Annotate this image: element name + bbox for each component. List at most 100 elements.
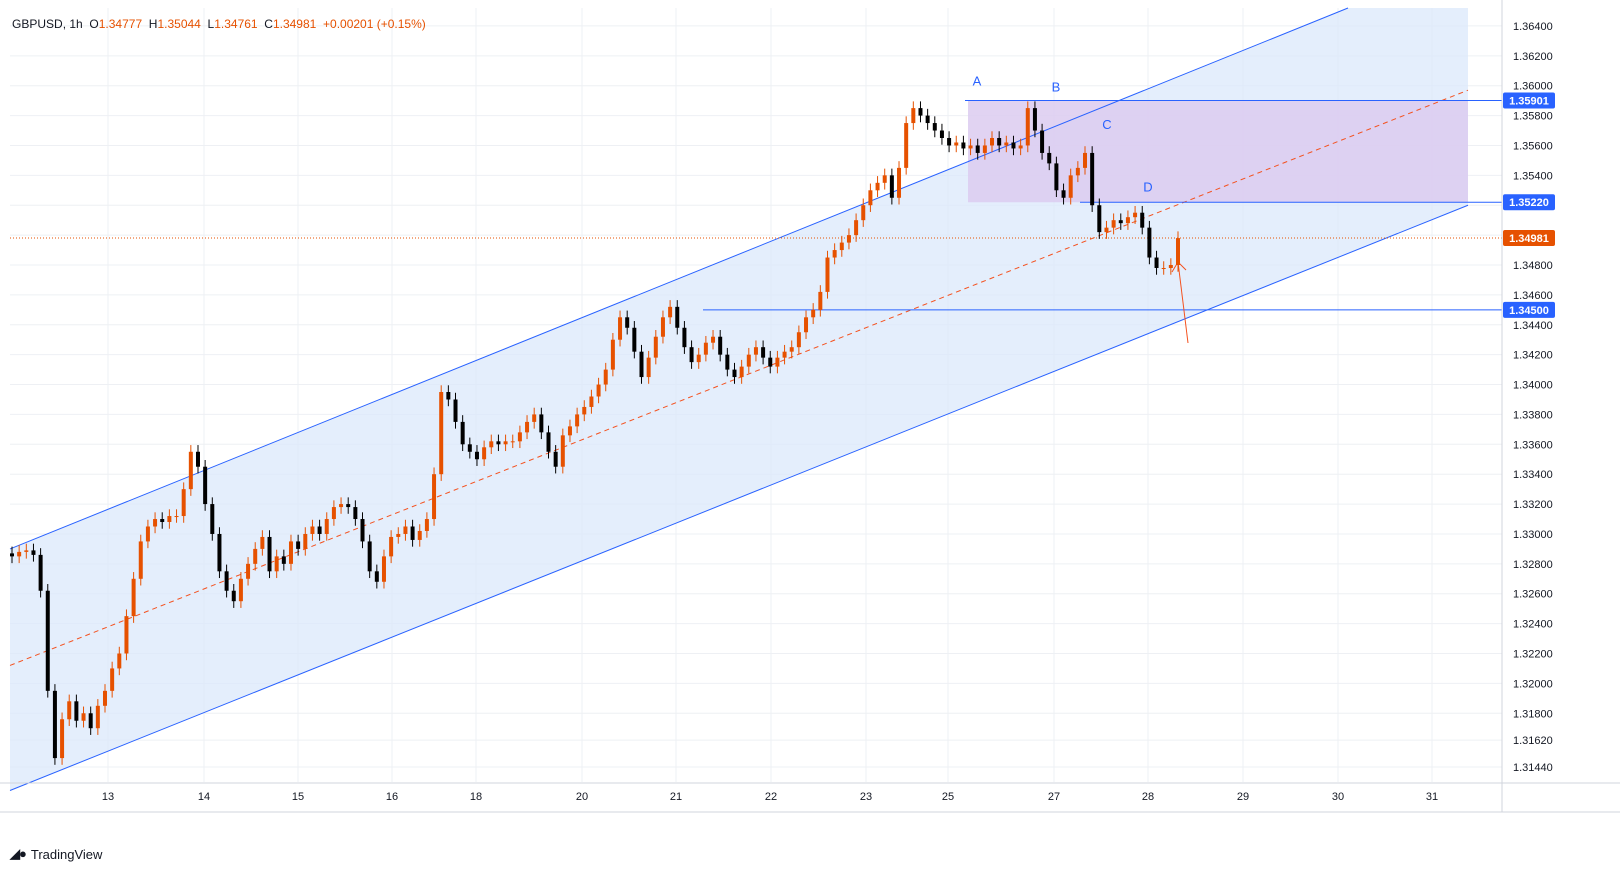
- forecast-arrow-shaft: [1177, 261, 1189, 344]
- candle-body: [160, 519, 165, 523]
- candle-body: [1047, 152, 1052, 164]
- candle-body: [968, 145, 973, 149]
- candle-body: [38, 554, 43, 591]
- candle-body: [403, 526, 408, 534]
- candle-body: [1154, 257, 1159, 268]
- candle-body: [167, 516, 172, 523]
- candle-body: [660, 317, 665, 337]
- candle-body: [503, 441, 508, 445]
- pattern-label-b: B: [1052, 80, 1061, 95]
- y-tick-label: 1.34400: [1513, 320, 1553, 332]
- candle-body: [1140, 212, 1145, 228]
- candle-body: [138, 541, 143, 579]
- tradingview-brand[interactable]: ◢● TradingView: [10, 846, 102, 862]
- candle-body: [1011, 142, 1016, 149]
- price-badge-1.35901: [1503, 92, 1555, 109]
- high-label: H: [148, 17, 158, 31]
- candle-body: [939, 130, 944, 138]
- x-tick-label: 31: [1426, 791, 1438, 803]
- y-tick-label: 1.34600: [1513, 290, 1553, 302]
- y-tick-label: 1.36400: [1513, 21, 1553, 33]
- candle-body: [374, 571, 379, 582]
- brand-name: TradingView: [30, 846, 103, 862]
- candle-body: [482, 447, 487, 460]
- y-tick-label: 1.33800: [1513, 409, 1553, 421]
- drawing-lines: [9, 7, 1502, 791]
- candle-body: [746, 354, 751, 367]
- channel-upper-line: [9, 7, 1349, 550]
- candle-body: [997, 137, 1002, 146]
- candle-body: [439, 392, 444, 475]
- candle-body: [668, 306, 673, 318]
- candle-body: [1040, 130, 1045, 153]
- candle-body: [875, 182, 880, 191]
- candle-body: [346, 504, 351, 508]
- candle-body: [925, 115, 930, 124]
- candle-body: [889, 175, 894, 198]
- channel-fill: [10, 8, 1468, 791]
- x-tick-label: 16: [386, 791, 398, 803]
- channel-fill-area: [10, 8, 1468, 791]
- candle-body: [1018, 145, 1023, 149]
- candle-body: [711, 336, 716, 343]
- candle-body: [1090, 152, 1095, 206]
- candle-body: [839, 242, 844, 251]
- candle-body: [854, 220, 859, 236]
- candle-body: [1118, 220, 1123, 224]
- candle-body: [296, 541, 301, 549]
- y-tick-label: 1.34800: [1513, 260, 1553, 272]
- candle-body: [589, 396, 594, 407]
- candle-body: [67, 701, 72, 720]
- candle-body: [10, 553, 14, 557]
- pattern-label-d: D: [1143, 180, 1152, 195]
- candle-body: [1133, 212, 1138, 218]
- candle-body: [24, 550, 29, 552]
- candle-body: [81, 713, 86, 721]
- pattern-label-a: A: [973, 74, 982, 89]
- price-badge-1.34500: [1503, 301, 1555, 318]
- pattern-labels: A B C D: [973, 74, 1153, 195]
- y-tick-label: 1.31440: [1513, 762, 1553, 774]
- x-tick-label: 22: [765, 791, 777, 803]
- candle-body: [1176, 238, 1180, 266]
- candle-body: [546, 432, 551, 452]
- candle-body: [353, 507, 358, 520]
- candle-body: [1032, 108, 1037, 131]
- y-tick-label: 1.31620: [1513, 735, 1553, 747]
- candle-body: [1125, 217, 1130, 224]
- candle-body: [510, 441, 515, 443]
- candle-body: [460, 421, 465, 445]
- candle-body: [739, 366, 744, 378]
- x-tick-label: 13: [102, 791, 114, 803]
- candle-body: [904, 123, 909, 168]
- y-tick-label: 1.35800: [1513, 111, 1553, 123]
- candle-body: [303, 533, 308, 549]
- low-value: 1.34761: [214, 17, 258, 31]
- high-value: 1.35044: [157, 17, 201, 31]
- candle-body: [417, 530, 422, 540]
- candle-body: [1097, 205, 1102, 233]
- symbol-label: GBPUSD: [12, 17, 63, 31]
- candle-body: [31, 550, 36, 555]
- x-tick-label: 29: [1237, 791, 1249, 803]
- y-tick-label: 1.34200: [1513, 350, 1553, 362]
- candle-body: [274, 556, 279, 572]
- candle-body: [288, 541, 293, 564]
- price-badge-1.35220: [1503, 194, 1555, 211]
- candle-body: [517, 432, 522, 442]
- candle-body: [246, 563, 251, 579]
- pattern-zone: [968, 100, 1468, 203]
- y-tick-label: 1.31800: [1513, 708, 1553, 720]
- candle-body: [918, 108, 923, 116]
- close-label: C: [264, 17, 273, 31]
- x-tick-label: 25: [942, 791, 954, 803]
- candle-body: [525, 421, 530, 433]
- candle-body: [131, 578, 136, 617]
- candle-body: [818, 291, 823, 310]
- candle-body: [424, 519, 429, 531]
- candle-body: [632, 327, 637, 352]
- candle-body: [145, 526, 150, 542]
- candle-body: [954, 142, 959, 146]
- candle-body: [88, 713, 93, 729]
